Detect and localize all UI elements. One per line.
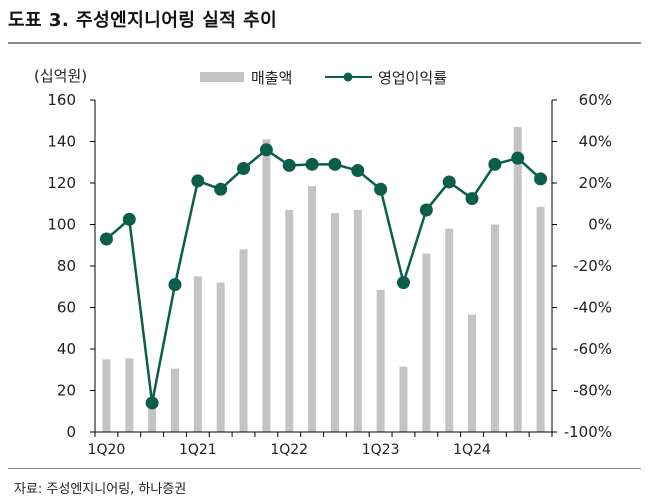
bar-2Q21	[216, 282, 225, 432]
line-point-2Q20	[122, 212, 136, 226]
bar-4Q23	[445, 228, 454, 432]
legend-bar-swatch	[200, 72, 244, 82]
bar-1Q21	[193, 276, 202, 432]
left-y-tick-label: 0	[66, 423, 76, 441]
page-title: 도표 3. 주성엔지니어링 실적 추이	[8, 10, 278, 31]
right-y-tick-label: -80%	[573, 382, 612, 400]
bar-2Q20	[125, 358, 134, 432]
bar-1Q22	[285, 209, 294, 432]
right-y-tick-label: -60%	[573, 340, 612, 358]
line-point-4Q23	[442, 175, 456, 189]
bar-2Q24	[490, 224, 499, 432]
right-y-axis: -100% -80% -60% -40% -20% 0% 20% 40% 60%	[551, 91, 612, 441]
bar-3Q23	[422, 253, 431, 432]
left-y-tick-label: 140	[47, 133, 76, 151]
left-y-tick-label: 120	[47, 174, 76, 192]
line-point-4Q21	[259, 143, 273, 157]
bar-series	[102, 126, 545, 433]
right-y-tick-label: 60%	[579, 91, 612, 109]
line-point-1Q21	[191, 174, 205, 188]
right-y-tick-label: 20%	[579, 174, 612, 192]
left-y-tick-label: 160	[47, 91, 76, 109]
x-axis: 1Q20 1Q21 1Q22 1Q23 1Q24	[88, 431, 553, 458]
right-y-tick-label: -40%	[573, 299, 612, 317]
source-note: 자료: 주성엔지니어링, 하나증권	[14, 482, 187, 497]
bar-3Q21	[239, 249, 248, 432]
line-point-2Q21	[214, 182, 228, 196]
line-series	[99, 143, 548, 410]
x-tick-label: 1Q23	[362, 442, 400, 458]
line-point-2Q23	[396, 276, 410, 290]
y-unit-label: (십억원)	[34, 67, 87, 85]
line-point-2Q24	[488, 157, 502, 171]
bar-2Q22	[308, 186, 317, 432]
right-y-tick-label: 40%	[579, 133, 612, 151]
x-tick-label: 1Q21	[179, 442, 217, 458]
bar-1Q20	[102, 359, 111, 432]
line-point-1Q23	[374, 182, 388, 196]
legend: 매출액 영업이익률	[200, 69, 447, 87]
x-tick-label: 1Q24	[453, 442, 491, 458]
bar-2Q23	[399, 366, 408, 432]
legend-line-marker	[343, 72, 353, 82]
bar-1Q23	[376, 289, 385, 432]
left-y-tick-label: 80	[57, 257, 76, 275]
bar-3Q20	[148, 402, 157, 432]
bar-3Q24	[513, 126, 522, 432]
bar-4Q22	[353, 209, 362, 432]
line-point-3Q23	[419, 203, 433, 217]
line-point-4Q24	[534, 172, 548, 186]
line-point-4Q20	[168, 278, 182, 292]
line-point-3Q24	[511, 151, 525, 165]
left-y-axis: 0 20 40 60 80 100 120 140 160	[47, 91, 96, 441]
x-tick-label: 1Q20	[88, 442, 126, 458]
right-y-tick-label: -20%	[573, 257, 612, 275]
line-point-1Q22	[282, 158, 296, 172]
line-point-1Q20	[99, 232, 113, 246]
title-divider	[8, 42, 641, 44]
bar-4Q21	[262, 139, 271, 433]
chart: 1Q20 1Q21 1Q22 1Q23 1Q24 0 20 40 60 80 100 120 140 1…	[34, 67, 612, 458]
left-y-tick-label: 40	[57, 340, 76, 358]
line-point-1Q24	[465, 192, 479, 206]
left-y-tick-label: 100	[47, 216, 76, 234]
line-point-3Q21	[237, 161, 251, 175]
right-y-tick-label: -100%	[564, 423, 612, 441]
bar-4Q24	[536, 206, 545, 432]
line-point-4Q22	[351, 164, 365, 178]
legend-bar-label: 매출액	[251, 69, 292, 87]
left-y-tick-label: 60	[57, 299, 76, 317]
x-tick-label: 1Q22	[270, 442, 308, 458]
bar-1Q24	[468, 314, 477, 432]
footer-divider	[8, 468, 641, 469]
right-y-tick-label: 0%	[588, 216, 612, 234]
line-point-2Q22	[305, 157, 319, 171]
line-point-3Q22	[328, 157, 342, 171]
line-point-3Q20	[145, 396, 159, 410]
bar-3Q22	[330, 213, 339, 432]
left-y-tick-label: 20	[57, 382, 76, 400]
legend-line-label: 영업이익률	[378, 69, 447, 87]
bar-4Q20	[170, 368, 179, 432]
